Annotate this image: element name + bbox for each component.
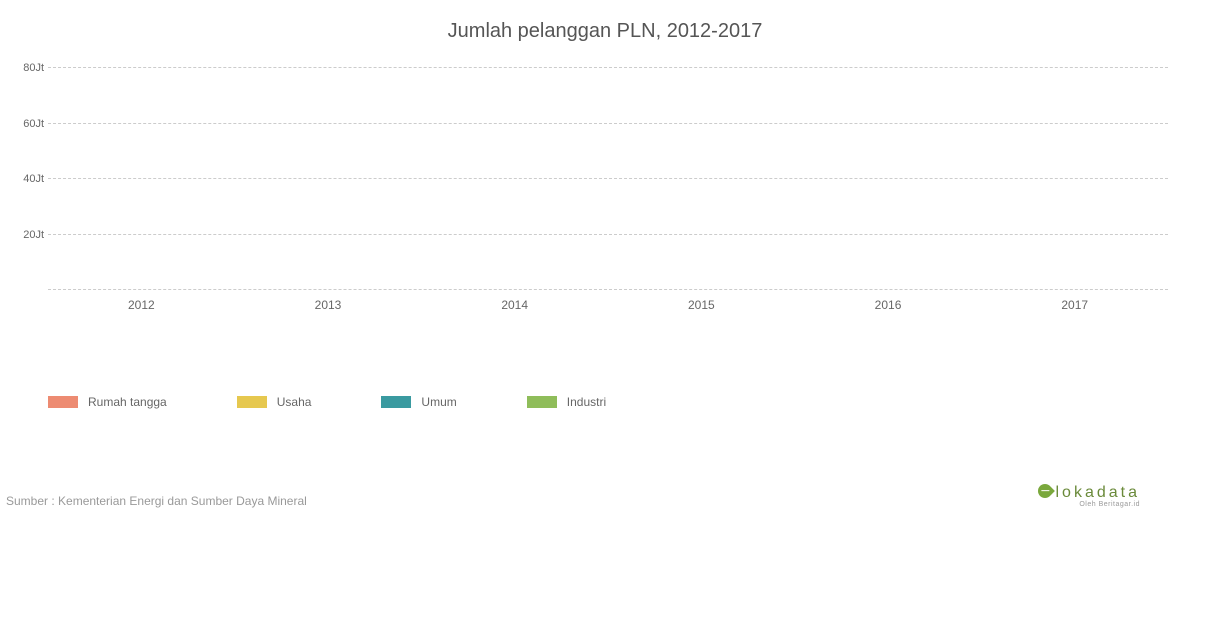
y-axis-label: 80Jt: [4, 62, 44, 74]
legend-item: Rumah tangga: [48, 395, 167, 409]
legend-label: Umum: [421, 395, 456, 409]
x-axis-label: 2016: [795, 298, 982, 312]
chart-legend: Rumah tangga Usaha Umum Industri: [48, 395, 606, 409]
bar-slot: [48, 68, 235, 290]
x-axis-label: 2017: [981, 298, 1168, 312]
legend-label: Rumah tangga: [88, 395, 167, 409]
gridline: [48, 178, 1168, 179]
bar-slot: [421, 68, 608, 290]
bar-slot: [795, 68, 982, 290]
legend-swatch: [237, 396, 267, 408]
chart-footer: Sumber : Kementerian Energi dan Sumber D…: [6, 484, 1140, 508]
logo-name: lokadata: [1056, 484, 1141, 501]
legend-item: Industri: [527, 395, 606, 409]
legend-swatch: [48, 396, 78, 408]
chart-plot-area: 20Jt40Jt60Jt80Jt: [48, 68, 1168, 290]
gridline: [48, 289, 1168, 290]
gridline: [48, 123, 1168, 124]
source-text: Sumber : Kementerian Energi dan Sumber D…: [6, 494, 307, 508]
y-axis-label: 40Jt: [4, 173, 44, 185]
legend-swatch: [381, 396, 411, 408]
bar-slot: [981, 68, 1168, 290]
logo: lokadata Oleh Beritagar.id: [1038, 484, 1141, 508]
leaf-icon: [1035, 481, 1055, 501]
bar-slot: [608, 68, 795, 290]
x-axis-labels: 201220132014201520162017: [48, 298, 1168, 312]
logo-text: lokadata: [1038, 484, 1141, 502]
y-axis-label: 60Jt: [4, 118, 44, 130]
x-axis-label: 2013: [235, 298, 422, 312]
legend-swatch: [527, 396, 557, 408]
chart-title: Jumlah pelanggan PLN, 2012-2017: [0, 0, 1210, 43]
bar-slot: [235, 68, 422, 290]
legend-item: Usaha: [237, 395, 312, 409]
legend-label: Industri: [567, 395, 606, 409]
logo-subtext: Oleh Beritagar.id: [1038, 501, 1141, 508]
bars-container: [48, 68, 1168, 290]
x-axis-label: 2014: [421, 298, 608, 312]
y-axis-label: 20Jt: [4, 229, 44, 241]
gridline: [48, 67, 1168, 68]
legend-label: Usaha: [277, 395, 312, 409]
legend-item: Umum: [381, 395, 456, 409]
gridline: [48, 234, 1168, 235]
x-axis-label: 2015: [608, 298, 795, 312]
x-axis-label: 2012: [48, 298, 235, 312]
